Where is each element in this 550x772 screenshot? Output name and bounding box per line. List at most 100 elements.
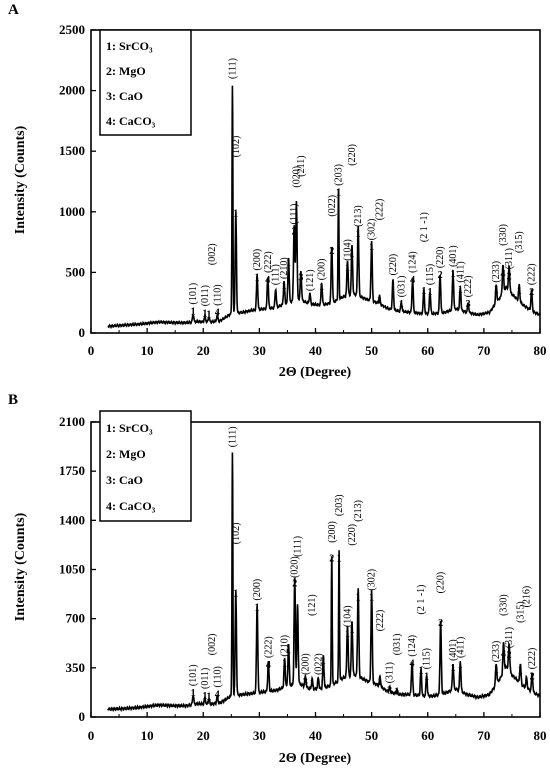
peak-phase-label: 1: [427, 287, 432, 298]
peak-phase-label: 1: [206, 309, 211, 320]
y-tick-label: 700: [66, 611, 86, 626]
peak-hkl-label: (216): [522, 586, 533, 608]
peak-hkl-label: (022): [327, 195, 338, 217]
peak-hkl-label: (222): [463, 276, 474, 298]
peak-hkl-label: (002): [207, 243, 218, 265]
peak-hkl-label: (011): [200, 285, 211, 306]
peak-phase-label: 3: [387, 685, 392, 696]
y-tick-label: 1400: [59, 512, 85, 527]
y-tick-label: 0: [79, 325, 86, 340]
peak-phase-label: 1: [319, 282, 324, 293]
peak-phase-label: 4: [215, 690, 220, 701]
peak-phase-label: 1: [255, 273, 260, 284]
peak-hkl-label: (233): [491, 641, 502, 663]
peak-phase-label: 1: [458, 660, 463, 671]
peak-phase-label: 1: [369, 593, 374, 604]
peak-phase-label: 2: [329, 246, 334, 257]
peak-phase-label: 1: [494, 285, 499, 296]
peak-hkl-label: (111): [289, 204, 300, 225]
peak-phase-label: 1: [458, 285, 463, 296]
peak-hkl-label: (220): [435, 246, 446, 268]
peak-hkl-label: (302): [367, 219, 378, 241]
peak-hkl-label: (115): [422, 648, 433, 669]
x-tick-label: 10: [141, 343, 154, 358]
peak-phase-label: 1: [419, 666, 424, 677]
peak-phase-label: 1: [399, 299, 404, 310]
peak-phase-label: 1: [451, 663, 456, 674]
peak-phase-label: 3: [466, 299, 471, 310]
peak-phase-label: 2: [530, 671, 535, 682]
peak-phase-label: 4: [266, 660, 271, 671]
peak-phase-label: 2: [438, 270, 443, 281]
peak-phase-label: 1: [356, 229, 361, 240]
legend-a-caco3: 4: CaCO₃: [106, 114, 156, 128]
peak-phase-label: 2: [329, 553, 334, 564]
peak-hkl-label: (315): [515, 601, 526, 623]
legend-a-srco3: 1: SrCO₃: [106, 39, 153, 53]
x-tick-label: 50: [365, 343, 378, 358]
peak-phase-label: 1: [424, 671, 429, 682]
peak-phase-label: 1: [494, 664, 499, 675]
y-tick-label: 2500: [59, 22, 85, 37]
y-tick-label: 2000: [59, 83, 85, 98]
panel-b-legend: 1: SrCO₃ 2: MgO 3: CaO 4: CaCO₃: [99, 410, 192, 522]
peak-hkl-label: (220): [347, 524, 358, 546]
peak-hkl-label: (200): [300, 653, 311, 675]
peak-hkl-label: (200): [327, 521, 338, 543]
peak-phase-label: 1: [202, 691, 207, 702]
peak-phase-label: 1: [321, 656, 326, 667]
peak-hkl-label: (111): [293, 536, 304, 557]
peak-hkl-label: (111): [271, 264, 282, 285]
x-tick-label: 10: [141, 728, 154, 743]
peak-phase-label: 1: [202, 308, 207, 319]
peak-phase-label: 1: [378, 677, 383, 688]
panel-b-plot: 0 10 20 30 40 50 60 70 80 0 350 700 1050 1400 1750 2100…: [59, 414, 547, 743]
peak-hkl-label: (211): [296, 155, 307, 176]
peak-phase-label: 2: [438, 618, 443, 629]
y-tick-label: 0: [79, 709, 86, 724]
peak-hkl-label: (102): [231, 136, 242, 158]
panel-b-chart: B 0 10 20 30 40 50 60 70 80035070010501400175021…: [8, 392, 547, 766]
peak-phase-label: 1: [255, 602, 260, 613]
peak-hkl-label: (210): [280, 635, 291, 657]
peak-hkl-label: (411): [455, 261, 466, 282]
panel-b-letter: B: [8, 392, 18, 408]
x-tick-label: 80: [534, 343, 547, 358]
peak-phase-label: 1: [191, 688, 196, 699]
peak-phase-label: 3: [303, 677, 308, 688]
peak-hkl-label: (101): [188, 283, 199, 305]
panel-a-letter: A: [8, 2, 19, 18]
peak-hkl-label: (233): [491, 261, 502, 283]
peak-hkl-label: (031): [392, 634, 403, 656]
peak-phase-label: 2: [507, 650, 512, 661]
legend-a-mgo: 2: MgO: [106, 64, 146, 78]
xrd-pattern-line: [107, 85, 541, 330]
peak-phase-label: 1: [421, 286, 426, 297]
x-tick-label: 0: [88, 343, 95, 358]
peak-hkl-label: (222): [263, 636, 274, 658]
panel-a-y-axis-title: Intensity (Counts): [13, 125, 28, 234]
peak-hkl-label: (222): [263, 251, 274, 273]
peak-hkl-label: (110): [212, 284, 223, 305]
peak-phase-label: 4: [410, 659, 415, 670]
peak-hkl-label: (401): [448, 639, 459, 661]
y-tick-label: 350: [66, 660, 86, 675]
peak-hkl-label: (311): [504, 627, 515, 648]
peak-phase-label: 1: [356, 593, 361, 604]
peak-phase-label: 1: [282, 281, 287, 292]
peak-hkl-label: (110): [212, 666, 223, 687]
peak-phase-label: 2: [529, 287, 534, 298]
x-tick-label: 40: [309, 343, 322, 358]
panel-b-y-axis-title: Intensity (Counts): [13, 512, 28, 621]
y-tick-label: 1050: [59, 562, 85, 577]
peak-hkl-label: (222): [527, 263, 538, 285]
peak-hkl-label: (220): [388, 254, 399, 276]
peak-hkl-label: (210): [279, 257, 290, 279]
peak-hkl-label: (101): [188, 664, 199, 686]
xrd-pattern-line: [107, 452, 541, 713]
peak-phase-label: 4: [265, 275, 270, 286]
y-tick-label: 1750: [59, 463, 85, 478]
peak-phase-label: 2: [292, 579, 297, 590]
peak-phase-label: 4: [410, 275, 415, 286]
peak-phase-label: 1: [518, 666, 523, 677]
